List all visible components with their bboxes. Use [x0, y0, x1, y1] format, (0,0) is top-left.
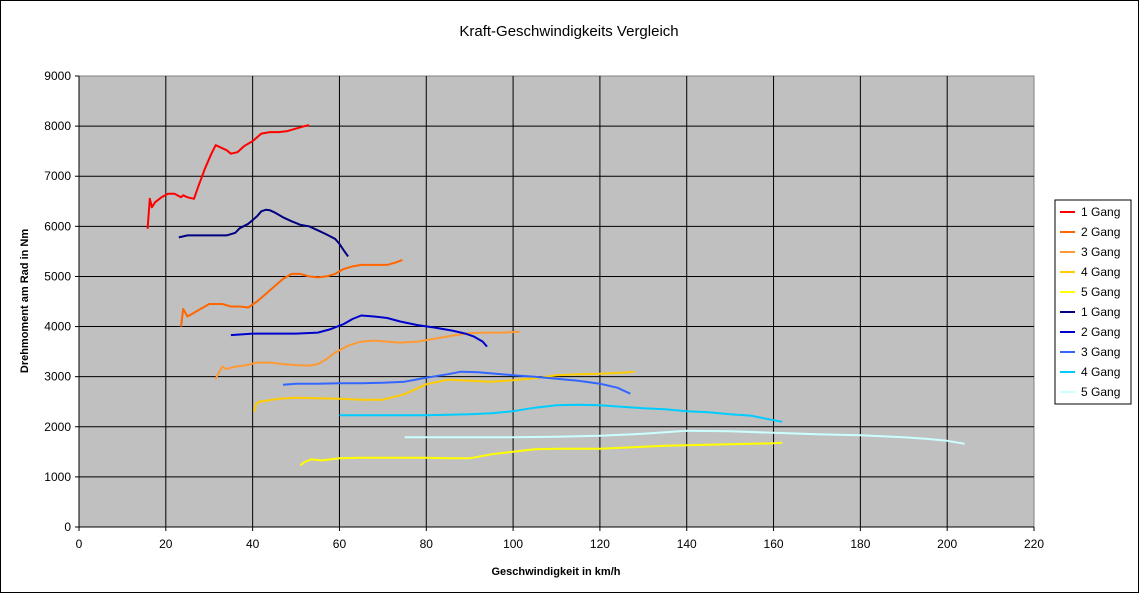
y-tick-label: 8000 [44, 119, 71, 133]
y-tick-label: 0 [64, 520, 71, 534]
series-line-8 [282, 370, 631, 395]
series-line-5 [299, 441, 783, 467]
series-line-1 [146, 124, 310, 229]
x-tick-label: 0 [76, 537, 83, 551]
x-tick-label: 100 [503, 537, 523, 551]
y-axis-label: Drehmoment am Rad in Nm [19, 229, 31, 373]
series-line-4 [252, 370, 635, 412]
legend-label: 2 Gang [1081, 225, 1120, 239]
x-tick-label: 80 [420, 537, 434, 551]
legend-label: 5 Gang [1081, 285, 1120, 299]
y-tick-label: 9000 [44, 69, 71, 83]
legend-box [1054, 199, 1132, 405]
x-tick-label: 220 [1024, 537, 1044, 551]
legend-label: 4 Gang [1081, 265, 1120, 279]
y-tick-label: 7000 [44, 169, 71, 183]
x-tick-label: 60 [333, 537, 347, 551]
legend-label: 3 Gang [1081, 345, 1120, 359]
series-line-3 [214, 330, 520, 380]
x-tick-label: 140 [677, 537, 697, 551]
series-line-6 [178, 208, 349, 257]
axis-ticks: 0 1000 2000 3000 4000 5000 6000 7000 8000 9000 0 20… [44, 69, 1044, 551]
legend-label: 5 Gang [1081, 385, 1120, 399]
plot-area [78, 75, 1035, 528]
y-tick-label: 2000 [44, 420, 71, 434]
series-line-2 [180, 258, 403, 327]
chart-title: Kraft-Geschwindigkeits Vergleich [459, 23, 678, 40]
x-tick-label: 200 [937, 537, 957, 551]
x-tick-label: 180 [850, 537, 870, 551]
y-tick-label: 6000 [44, 219, 71, 233]
legend-label: 4 Gang [1081, 365, 1120, 379]
x-tick-label: 20 [159, 537, 173, 551]
x-tick-label: 160 [764, 537, 784, 551]
grid-lines [79, 76, 1034, 527]
legend: 1 Gang 2 Gang 3 Gang 4 Gang 5 Gang 1 Gang 2 Ga… [1054, 199, 1132, 405]
x-axis-label: Geschwindigkeit in km/h [492, 566, 621, 578]
series-line-7 [230, 314, 488, 348]
y-tick-label: 1000 [44, 470, 71, 484]
series-line-9 [339, 403, 783, 423]
y-tick-label: 5000 [44, 269, 71, 283]
legend-label: 1 Gang [1081, 305, 1120, 319]
x-tick-label: 40 [246, 537, 260, 551]
legend-label: 1 Gang [1081, 205, 1120, 219]
series-lines [146, 124, 965, 467]
y-tick-label: 4000 [44, 320, 71, 334]
y-tick-label: 3000 [44, 370, 71, 384]
legend-label: 2 Gang [1081, 325, 1120, 339]
x-tick-label: 120 [590, 537, 610, 551]
series-line-10 [404, 429, 965, 445]
legend-label: 3 Gang [1081, 245, 1120, 259]
